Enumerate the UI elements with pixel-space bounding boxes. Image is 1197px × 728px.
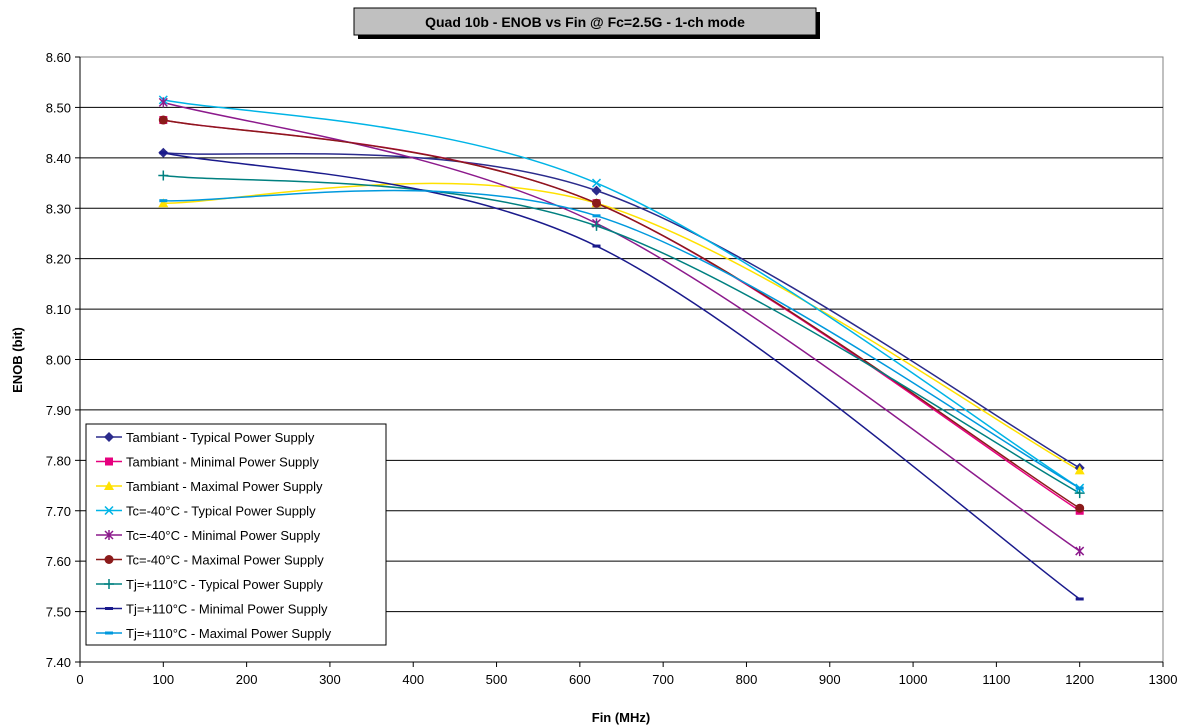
series-line-5: [163, 101, 1081, 552]
y-axis-title: ENOB (bit): [10, 327, 25, 393]
legend-swatch-marker: [105, 631, 113, 635]
data-point-marker: [592, 198, 602, 208]
legend-swatch-marker: [104, 555, 114, 564]
y-tick-label: 7.50: [46, 605, 71, 620]
x-tick-label: 1200: [1065, 672, 1094, 687]
data-point-marker: [1075, 486, 1084, 490]
data-point-marker: [158, 170, 169, 181]
y-tick-label: 8.40: [46, 151, 71, 166]
legend-swatch-marker: [104, 505, 114, 516]
legend-swatch-marker: [105, 457, 113, 466]
data-point-marker: [158, 115, 168, 125]
x-tick-label: 400: [402, 672, 424, 687]
series-line-8: [163, 152, 1081, 600]
data-point-marker: [1074, 465, 1085, 475]
data-point-marker: [591, 220, 602, 231]
x-tick-label: 900: [819, 672, 841, 687]
x-tick-label: 800: [736, 672, 758, 687]
legend-label: Tj=+110°C - Typical Power Supply: [126, 577, 323, 592]
data-point-marker: [159, 151, 168, 155]
x-tick-label: 100: [152, 672, 174, 687]
legend-label: Tambiant - Typical Power Supply: [126, 430, 315, 445]
legend-swatch-marker: [104, 579, 114, 589]
legend-swatch-marker: [104, 530, 114, 540]
legend-swatch-marker: [104, 432, 114, 442]
x-axis-title: Fin (MHz): [592, 710, 650, 725]
y-tick-label: 8.10: [46, 302, 71, 317]
x-tick-label: 500: [486, 672, 508, 687]
chart-title-box: [353, 7, 817, 36]
legend-label: Tj=+110°C - Minimal Power Supply: [126, 602, 328, 617]
x-tick-label: 1300: [1149, 672, 1178, 687]
legend-box: [85, 423, 387, 646]
chart-title-group: Quad 10b - ENOB vs Fin @ Fc=2.5G - 1-ch …: [353, 7, 820, 39]
data-point-marker: [158, 97, 168, 108]
legend: Tambiant - Typical Power Supply Tambiant …: [85, 423, 387, 646]
x-tick-label: 1000: [899, 672, 928, 687]
y-tick-label: 8.50: [46, 100, 71, 115]
y-tick-label: 8.60: [46, 50, 71, 65]
y-tick-label: 7.60: [46, 554, 71, 569]
legend-label: Tj=+110°C - Maximal Power Supply: [126, 626, 332, 641]
x-tick-label: 300: [319, 672, 341, 687]
legend-label: Tc=-40°C - Maximal Power Supply: [126, 553, 324, 568]
data-point-marker: [592, 214, 601, 218]
data-point-marker: [592, 244, 601, 248]
x-tick-label: 700: [652, 672, 674, 687]
data-point-marker: [591, 185, 602, 196]
data-point-marker: [159, 199, 168, 203]
data-point-marker: [591, 178, 602, 188]
y-tick-label: 7.70: [46, 504, 71, 519]
legend-swatch-marker: [104, 481, 114, 490]
y-tick-label: 7.40: [46, 655, 71, 670]
y-tick-label: 8.00: [46, 353, 71, 368]
y-tick-label: 7.90: [46, 403, 71, 418]
x-tick-label: 0: [76, 672, 83, 687]
y-tick-label: 8.30: [46, 201, 71, 216]
legend-label: Tc=-40°C - Minimal Power Supply: [126, 528, 321, 543]
legend-label: Tc=-40°C - Typical Power Supply: [126, 504, 316, 519]
data-point-marker: [1074, 488, 1085, 499]
y-tick-label: 8.20: [46, 252, 71, 267]
legend-label: Tambiant - Maximal Power Supply: [126, 479, 323, 494]
y-tick-label: 7.80: [46, 453, 71, 468]
x-tick-label: 200: [236, 672, 258, 687]
chart-title: Quad 10b - ENOB vs Fin @ Fc=2.5G - 1-ch …: [425, 14, 745, 30]
data-point-marker: [158, 198, 169, 208]
legend-label: Tambiant - Minimal Power Supply: [126, 455, 319, 470]
x-tick-label: 1100: [982, 672, 1010, 687]
axes: 7.40 7.50 7.60 7.70 7.80 7.90 8.00 8.10 8.20 8.30…: [46, 50, 1178, 687]
data-point-marker: [1075, 503, 1085, 513]
data-point-marker: [1075, 597, 1084, 601]
series-markers: [158, 95, 1085, 601]
legend-swatch-marker: [105, 607, 113, 610]
data-point-marker: [1075, 546, 1085, 557]
x-tick-label: 600: [569, 672, 591, 687]
